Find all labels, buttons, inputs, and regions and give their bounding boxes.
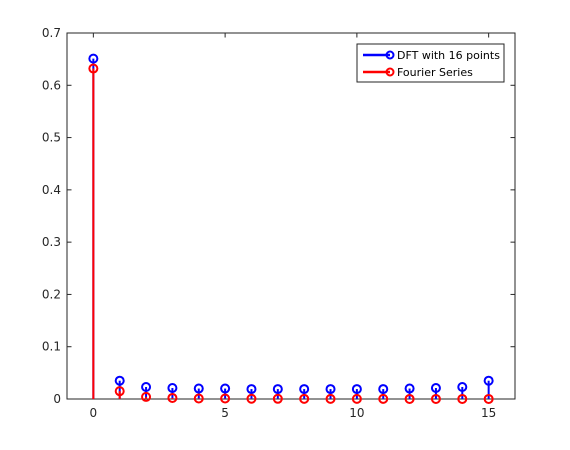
x-tick-label: 15 [481,406,496,420]
stem-marker [404,393,415,404]
stem-marker [272,393,283,404]
stem-marker [220,393,231,404]
stem-marker [457,381,468,392]
stem-marker [325,384,336,395]
stem-marker [483,393,494,404]
stem-marker [141,381,152,392]
legend: DFT with 16 points Fourier Series [356,43,505,83]
stem-marker [483,375,494,386]
x-tick-label: 0 [90,406,98,420]
stem-marker [167,392,178,403]
stem-marker [457,393,468,404]
y-tick-label: 0.2 [42,287,61,301]
series-fourier-series [88,63,494,404]
stem-marker [246,393,257,404]
y-tick-label: 0.1 [42,340,61,354]
series-dft [88,53,494,399]
stem-marker [351,393,362,404]
stem-marker [88,53,99,64]
y-tick-label: 0.6 [42,78,61,92]
stem-marker [88,63,99,74]
stem-marker [193,393,204,404]
legend-label: DFT with 16 points [397,49,500,62]
stem-marker [141,391,152,402]
stem-marker [430,383,441,394]
stem-marker [378,384,389,395]
stem-marker [167,383,178,394]
stem-marker [193,383,204,394]
stem-marker [272,384,283,395]
stem-marker [378,393,389,404]
y-tick-label: 0.5 [42,131,61,145]
stem-marker [299,384,310,395]
y-tick-label: 0 [53,392,61,406]
legend-label: Fourier Series [397,66,473,79]
series-layer [88,53,494,404]
stem-marker [220,383,231,394]
y-tick-label: 0.3 [42,235,61,249]
legend-marker [385,50,395,60]
stem-marker [114,386,125,397]
axes: 0 5 10 15 0 0.1 0.2 0.3 0.4 0.5 0.6 0.7 [42,26,516,420]
stem-marker [299,393,310,404]
stem-marker [430,393,441,404]
legend-box [356,43,505,83]
legend-marker [385,67,395,77]
x-tick-label: 10 [349,406,364,420]
y-tick-label: 0.4 [42,183,61,197]
stem-marker [114,375,125,386]
plot-area-box [66,32,516,400]
x-tick-label: 5 [221,406,229,420]
stem-marker [351,384,362,395]
stem-marker [246,384,257,395]
stem-marker [404,383,415,394]
y-tick-label: 0.7 [42,26,61,40]
stem-marker [325,393,336,404]
